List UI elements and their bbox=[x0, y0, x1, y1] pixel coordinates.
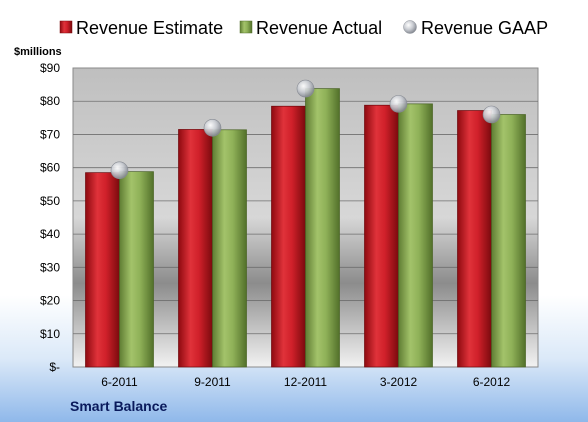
bar-revenue-actual bbox=[398, 103, 433, 368]
y-tick-label: $10 bbox=[40, 327, 60, 341]
x-tick-label: 6-2012 bbox=[473, 375, 511, 389]
marker-revenue-gaap bbox=[296, 79, 315, 98]
bar-revenue-actual bbox=[491, 114, 526, 368]
bar-revenue-estimate bbox=[85, 172, 120, 368]
y-tick-label: $60 bbox=[40, 161, 60, 175]
bar-revenue-actual bbox=[212, 129, 247, 368]
bar-revenue-estimate bbox=[457, 110, 492, 368]
legend-label-revenue-estimate: Revenue Estimate bbox=[76, 18, 223, 38]
gaap-markers bbox=[110, 79, 501, 180]
y-tick-label: $- bbox=[49, 360, 60, 374]
y-tick-label: $30 bbox=[40, 260, 60, 274]
x-tick-label: 6-2011 bbox=[101, 375, 138, 389]
chart-title: Smart Balance bbox=[70, 398, 167, 414]
legend-marker-revenue-gaap bbox=[403, 20, 417, 34]
x-tick-label: 12-2011 bbox=[284, 375, 327, 389]
legend-label-revenue-actual: Revenue Actual bbox=[256, 18, 382, 38]
y-unit-label: $millions bbox=[14, 46, 62, 58]
y-tick-label: $50 bbox=[40, 194, 60, 208]
bars bbox=[85, 88, 526, 368]
y-axis-ticks: $- $10 $20 $30 $40 $50 $60 $70 $80 $90 bbox=[40, 61, 60, 374]
marker-revenue-gaap bbox=[482, 105, 501, 124]
y-tick-label: $80 bbox=[40, 94, 60, 108]
x-tick-label: 3-2012 bbox=[380, 375, 418, 389]
marker-revenue-gaap bbox=[389, 95, 408, 113]
x-axis-ticks: 6-2011 9-2011 12-2011 3-2012 6-2012 bbox=[101, 375, 510, 389]
legend-swatch-revenue-actual bbox=[239, 20, 253, 34]
y-tick-label: $20 bbox=[40, 294, 60, 308]
bar-revenue-estimate bbox=[364, 104, 399, 368]
y-tick-label: $70 bbox=[40, 127, 60, 141]
legend-label-revenue-gaap: Revenue GAAP bbox=[421, 18, 548, 38]
bar-revenue-estimate bbox=[271, 105, 306, 368]
x-tick-label: 9-2011 bbox=[194, 375, 231, 389]
marker-revenue-gaap bbox=[203, 119, 222, 137]
marker-revenue-gaap bbox=[110, 161, 129, 180]
bar-revenue-estimate bbox=[178, 129, 213, 368]
legend-swatch-revenue-estimate bbox=[59, 20, 73, 34]
legend: Revenue Estimate Revenue Actual Revenue … bbox=[59, 18, 548, 38]
bar-revenue-actual bbox=[119, 171, 154, 368]
y-tick-label: $40 bbox=[40, 227, 60, 241]
y-tick-label: $90 bbox=[40, 61, 60, 75]
bar-revenue-actual bbox=[305, 88, 340, 368]
